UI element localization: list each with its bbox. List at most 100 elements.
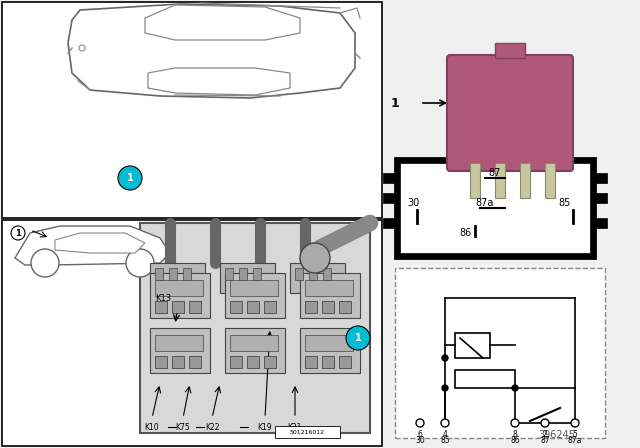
Bar (383, 218, 395, 228)
Circle shape (442, 355, 448, 361)
Text: K75: K75 (175, 423, 190, 432)
Bar (595, 193, 607, 203)
Bar (295, 268, 303, 280)
Text: K10: K10 (145, 423, 159, 432)
Circle shape (511, 419, 519, 427)
Bar (247, 356, 259, 368)
Bar (247, 301, 259, 313)
Polygon shape (68, 4, 355, 98)
Bar (305, 301, 317, 313)
Bar (220, 263, 275, 293)
Bar (545, 163, 555, 198)
Bar (183, 268, 191, 280)
Bar (383, 193, 395, 203)
Text: 85: 85 (440, 436, 450, 445)
Bar (239, 268, 247, 280)
Bar (322, 356, 334, 368)
Text: 30: 30 (407, 198, 419, 208)
Bar (189, 356, 201, 368)
Text: 5: 5 (573, 430, 577, 439)
Circle shape (441, 419, 449, 427)
Text: 87a: 87a (568, 436, 582, 445)
Bar (264, 356, 276, 368)
Text: 396245: 396245 (538, 430, 575, 440)
Bar (150, 263, 205, 293)
Bar (339, 356, 351, 368)
Bar (339, 301, 351, 313)
Bar (455, 370, 515, 388)
Circle shape (118, 166, 142, 190)
Bar (395, 268, 605, 438)
Circle shape (442, 385, 448, 391)
Text: 85: 85 (559, 198, 571, 208)
Bar (150, 328, 210, 373)
Bar (323, 268, 331, 280)
Bar (230, 301, 242, 313)
Bar (305, 335, 353, 351)
Bar (230, 280, 278, 296)
Text: 86: 86 (510, 436, 520, 445)
Text: 1: 1 (127, 173, 133, 183)
Bar (225, 268, 233, 280)
Bar (400, 163, 590, 253)
Bar (300, 273, 360, 318)
Text: 2: 2 (543, 430, 547, 439)
Circle shape (512, 385, 518, 391)
Bar (305, 356, 317, 368)
Text: K13: K13 (155, 294, 171, 303)
Bar (230, 335, 278, 351)
Bar (253, 268, 261, 280)
Bar (230, 356, 242, 368)
Bar (520, 163, 530, 198)
Polygon shape (55, 233, 145, 253)
Bar (225, 273, 285, 318)
Bar (155, 301, 167, 313)
Circle shape (79, 45, 85, 51)
FancyBboxPatch shape (447, 55, 573, 171)
Bar (595, 218, 607, 228)
Bar (300, 328, 360, 373)
Bar (264, 301, 276, 313)
Bar (290, 263, 345, 293)
Bar (305, 280, 353, 296)
Bar (172, 301, 184, 313)
Bar (225, 328, 285, 373)
Bar (169, 268, 177, 280)
Bar (155, 335, 203, 351)
Circle shape (31, 249, 59, 277)
Polygon shape (148, 68, 290, 95)
Circle shape (11, 226, 25, 240)
Bar (595, 173, 607, 183)
Circle shape (126, 249, 154, 277)
Bar (189, 301, 201, 313)
Text: 30: 30 (415, 436, 425, 445)
Bar (495, 43, 525, 58)
Text: 6: 6 (417, 430, 422, 439)
Circle shape (416, 419, 424, 427)
Circle shape (541, 419, 549, 427)
Bar (155, 280, 203, 296)
Bar (309, 268, 317, 280)
Text: K21: K21 (288, 423, 302, 432)
Circle shape (571, 419, 579, 427)
Text: 87a: 87a (476, 198, 494, 208)
Bar (275, 426, 340, 438)
Bar (2, 220, 382, 446)
Text: K19: K19 (258, 423, 272, 432)
Text: 501216012: 501216012 (289, 430, 324, 435)
Bar (140, 223, 370, 433)
Circle shape (346, 326, 370, 350)
Text: 1: 1 (355, 333, 362, 343)
Bar (495, 163, 505, 198)
Bar (155, 356, 167, 368)
Polygon shape (145, 5, 300, 40)
Text: 1: 1 (15, 228, 21, 237)
Text: 8: 8 (513, 430, 517, 439)
Text: 87: 87 (489, 168, 501, 178)
Bar (2, 2, 382, 218)
Text: 86: 86 (459, 228, 471, 238)
Bar (322, 301, 334, 313)
Text: 4: 4 (443, 430, 447, 439)
Text: 1: 1 (390, 96, 399, 109)
Bar (470, 163, 480, 198)
